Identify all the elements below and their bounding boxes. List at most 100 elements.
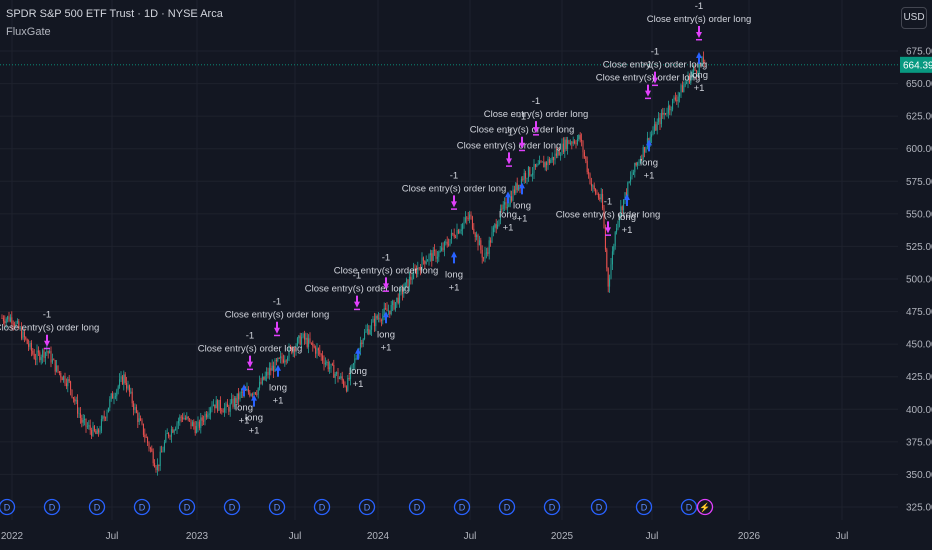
candle-body xyxy=(466,217,468,219)
close-mark xyxy=(696,38,702,41)
event-symbol: D xyxy=(184,503,191,513)
signal-qty: +1 xyxy=(273,396,284,407)
candle-body xyxy=(316,348,318,354)
indicator-name[interactable]: FluxGate xyxy=(6,26,51,38)
arrow-up-icon xyxy=(355,347,361,360)
close-mark xyxy=(354,308,360,311)
arrow-up-icon xyxy=(505,191,511,204)
split-marker[interactable]: ⚡ xyxy=(696,498,714,516)
candle-body xyxy=(261,376,263,384)
candle-body xyxy=(15,322,17,326)
dividend-marker[interactable]: D xyxy=(268,498,286,516)
candle-body xyxy=(396,297,398,303)
dividend-marker[interactable]: D xyxy=(590,498,608,516)
candle-body xyxy=(471,216,473,229)
candle-body xyxy=(390,305,392,315)
dividend-marker[interactable]: D xyxy=(635,498,653,516)
candle-body xyxy=(217,400,219,411)
event-circle xyxy=(696,498,714,516)
candle-body xyxy=(701,57,703,64)
dividend-marker[interactable]: D xyxy=(88,498,106,516)
dividend-marker[interactable]: D xyxy=(543,498,561,516)
candle-body xyxy=(124,374,126,383)
dividend-marker[interactable]: D xyxy=(43,498,61,516)
candle-body xyxy=(665,112,667,115)
candle-body xyxy=(688,75,690,83)
candle-body xyxy=(659,117,661,125)
candle-body xyxy=(18,321,20,329)
dividend-marker[interactable]: D xyxy=(498,498,516,516)
arrow-down-icon xyxy=(533,121,539,134)
candle-body xyxy=(77,400,79,414)
candle-body xyxy=(131,391,133,404)
candle-body xyxy=(679,92,681,97)
candle-body xyxy=(252,394,254,396)
signal-qty: -1 xyxy=(651,47,659,58)
candle-body xyxy=(107,407,109,413)
candle-body xyxy=(323,360,325,365)
candle-body xyxy=(324,362,326,365)
candle-body xyxy=(561,143,563,155)
candle-body xyxy=(443,242,445,251)
event-circle xyxy=(590,498,608,516)
candle-body xyxy=(177,420,179,424)
candle-body xyxy=(539,161,541,165)
long-entry-signal: long +1 xyxy=(349,347,367,390)
signal-label: Close entry(s) order long xyxy=(225,310,330,321)
dividend-marker[interactable]: D xyxy=(133,498,151,516)
candle-body xyxy=(306,337,308,347)
candle-body xyxy=(631,174,633,177)
dividend-marker[interactable]: D xyxy=(358,498,376,516)
price-tick-label: 450.00 xyxy=(906,340,932,351)
time-axis[interactable]: 2022 Jul 2023 Jul 2024 Jul 2025 Jul 2026 Jul xyxy=(1,531,849,542)
candle-body xyxy=(162,450,164,453)
event-symbol: D xyxy=(641,503,648,513)
dividend-marker[interactable]: D xyxy=(680,498,698,516)
candle-body xyxy=(336,371,338,374)
candle-body xyxy=(114,396,116,398)
candle-body xyxy=(575,143,577,145)
candle-body xyxy=(604,227,606,250)
event-circle xyxy=(0,498,16,516)
signal-label: Close entry(s) order long xyxy=(402,183,507,194)
candle-body xyxy=(140,418,142,421)
candle-body xyxy=(651,134,653,137)
time-tick-label: 2022 xyxy=(1,531,24,542)
candle-body xyxy=(609,278,611,287)
dividend-marker[interactable]: D xyxy=(0,498,16,516)
dividend-marker[interactable]: D xyxy=(453,498,471,516)
candle-body xyxy=(224,407,226,413)
currency-button[interactable]: USD xyxy=(901,7,927,29)
candle-body xyxy=(212,404,214,406)
event-circle xyxy=(268,498,286,516)
dividend-marker[interactable]: D xyxy=(223,498,241,516)
candle-body xyxy=(441,247,443,251)
candle-body xyxy=(233,398,235,407)
candle-body xyxy=(145,437,147,438)
dividend-marker[interactable]: D xyxy=(178,498,196,516)
candle-body xyxy=(85,418,87,427)
signal-label: long xyxy=(690,70,708,81)
dividend-marker[interactable]: D xyxy=(408,498,426,516)
candle-body xyxy=(404,282,406,290)
candle-body xyxy=(432,250,434,261)
dividend-events[interactable]: D D D D D D D D D D D D D D D D ⚡ xyxy=(0,498,714,516)
signal-qty: -1 xyxy=(273,297,281,308)
candle-body xyxy=(347,377,349,391)
candle-body xyxy=(123,374,125,385)
price-axis[interactable]: 675.00 650.00 625.00 600.00 575.00 550.00 525.… xyxy=(906,47,932,514)
dividend-marker[interactable]: D xyxy=(313,498,331,516)
candle-body xyxy=(417,267,419,275)
candle-body xyxy=(483,257,485,259)
candle-body xyxy=(330,363,332,368)
candle-body xyxy=(565,139,567,149)
candle-body xyxy=(630,176,632,182)
candle-body xyxy=(429,253,431,256)
candle-body xyxy=(438,251,440,257)
candle-body xyxy=(382,314,384,321)
candle-body xyxy=(238,393,240,400)
candle-body xyxy=(40,357,42,361)
signal-qty: -1 xyxy=(695,1,703,12)
close-mark xyxy=(247,368,253,371)
